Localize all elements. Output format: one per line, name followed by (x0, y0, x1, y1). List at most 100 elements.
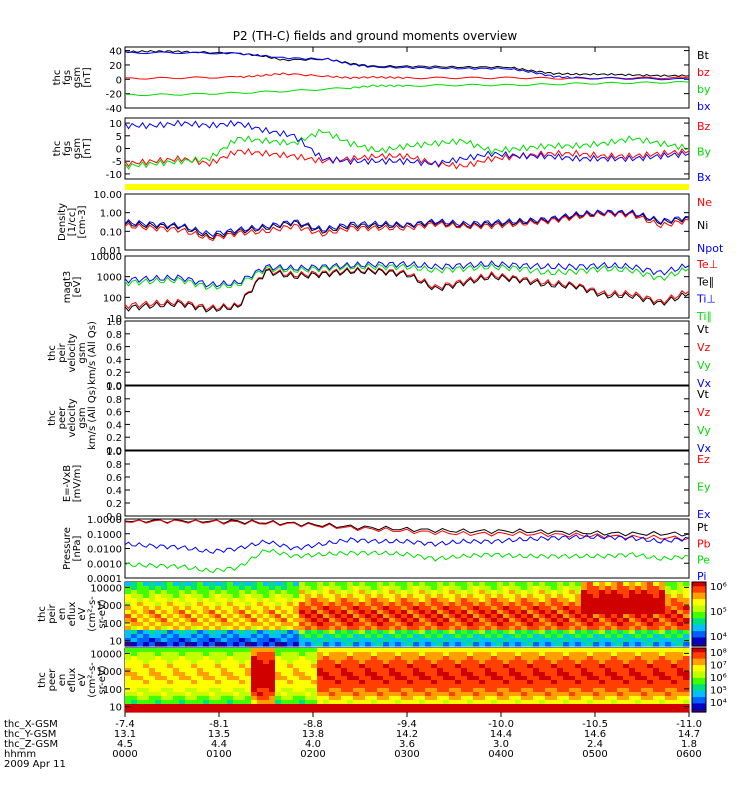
spectrogram-cell (467, 676, 474, 681)
spectrogram-cell (659, 704, 666, 709)
spectrogram-cell (239, 684, 246, 689)
spectrogram-cell (173, 676, 180, 681)
spectrogram-cell (311, 614, 318, 619)
spectrogram-cell (293, 684, 300, 689)
spectrogram-cell (341, 586, 348, 591)
spectrogram-cell (647, 676, 654, 681)
spectrogram-cell (251, 614, 258, 619)
spectrogram-cell (521, 598, 528, 603)
spectrogram-cell (629, 606, 636, 611)
spectrogram-cell (677, 606, 684, 611)
spectrogram-cell (503, 638, 510, 643)
spectrogram-cell (599, 704, 606, 709)
y-tick-label: 0.1000 (87, 530, 122, 541)
spectrogram-cell (587, 648, 594, 653)
spectrogram-cell (647, 586, 654, 591)
spectrogram-cell (539, 684, 546, 689)
spectrogram-cell (449, 594, 456, 599)
spectrogram-cell (407, 672, 414, 677)
spectrogram-cell (581, 676, 588, 681)
spectrogram-cell (227, 626, 234, 631)
spectrogram-cell (491, 696, 498, 701)
spectrogram-cell (215, 594, 222, 599)
spectrogram-cell (509, 688, 516, 693)
spectrogram-cell (125, 598, 132, 603)
spectrogram-cell (347, 708, 354, 713)
spectrogram-cell (395, 680, 402, 685)
spectrogram-cell (533, 634, 540, 639)
spectrogram-cell (491, 672, 498, 677)
spectrogram-cell (257, 622, 264, 627)
spectrogram-cell (527, 704, 534, 709)
spectrogram-cell (179, 648, 186, 653)
spectrogram-cell (653, 614, 660, 619)
spectrogram-cell (563, 610, 570, 615)
spectrogram-cell (359, 590, 366, 595)
spectrogram-cell (347, 660, 354, 665)
spectrogram-cell (665, 622, 672, 627)
spectrogram-cell (209, 622, 216, 627)
spectrogram-cell (209, 614, 216, 619)
spectrogram-cell (485, 708, 492, 713)
spectrogram-cell (269, 676, 276, 681)
spectrogram-cell (329, 602, 336, 607)
spectrogram-cell (527, 626, 534, 631)
spectrogram-cell (467, 626, 474, 631)
spectrogram-cell (647, 688, 654, 693)
spectrogram-cell (479, 614, 486, 619)
spectrogram-cell (509, 610, 516, 615)
spectrogram-cell (635, 614, 642, 619)
spectrogram-cell (413, 590, 420, 595)
spectrogram-cell (203, 708, 210, 713)
spectrogram-cell (653, 656, 660, 661)
spectrogram-cell (365, 590, 372, 595)
spectrogram-cell (365, 626, 372, 631)
spectrogram-cell (395, 696, 402, 701)
spectrogram-cell (221, 704, 228, 709)
spectrogram-cell (581, 598, 588, 603)
spectrogram-cell (461, 586, 468, 591)
spectrogram-cell (371, 634, 378, 639)
spectrogram-cell (647, 672, 654, 677)
spectrogram-cell (335, 622, 342, 627)
legend-entry: Vy (697, 424, 711, 437)
spectrogram-cell (359, 610, 366, 615)
spectrogram-cell (311, 656, 318, 661)
spectrogram-cell (245, 648, 252, 653)
spectrogram-cell (257, 692, 264, 697)
spectrogram-cell (503, 676, 510, 681)
spectrogram-cell (365, 648, 372, 653)
spectrogram-cell (155, 648, 162, 653)
y-axis-label: (cm²-s- (87, 662, 98, 698)
spectrogram-cell (569, 622, 576, 627)
spectrogram-cell (191, 684, 198, 689)
spectrogram-cell (605, 626, 612, 631)
spectrogram-cell (539, 652, 546, 657)
spectrogram-cell (167, 598, 174, 603)
spectrogram-cell (215, 668, 222, 673)
spectrogram-cell (503, 582, 510, 587)
spectrogram-cell (653, 638, 660, 643)
spectrogram-cell (473, 594, 480, 599)
spectrogram-cell (143, 622, 150, 627)
spectrogram-cell (611, 700, 618, 705)
spectrogram-cell (227, 668, 234, 673)
colorbar-step (692, 618, 706, 621)
spectrogram-cell (131, 664, 138, 669)
spectrogram-cell (479, 618, 486, 623)
spectrogram-cell (305, 626, 312, 631)
spectrogram-cell (503, 696, 510, 701)
spectrogram-cell (581, 642, 588, 647)
spectrogram-cell (329, 688, 336, 693)
spectrogram-cell (311, 642, 318, 647)
spectrogram-cell (191, 622, 198, 627)
spectrogram-cell (581, 618, 588, 623)
spectrogram-cell (323, 586, 330, 591)
spectrogram-cell (353, 684, 360, 689)
spectrogram-cell (665, 618, 672, 623)
spectrogram-cell (389, 606, 396, 611)
spectrogram-cell (311, 696, 318, 701)
spectrogram-cell (635, 626, 642, 631)
